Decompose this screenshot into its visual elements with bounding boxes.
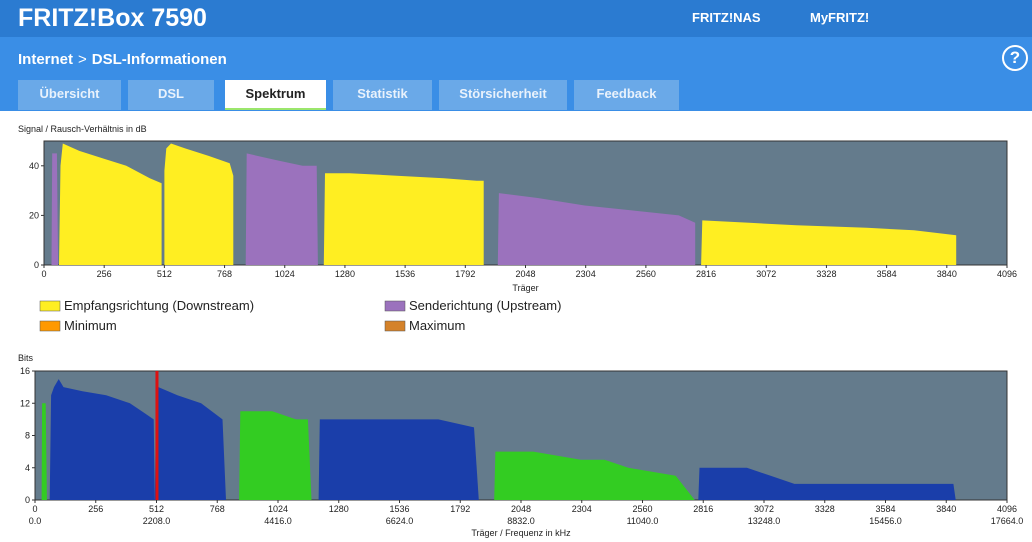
y-tick-label: 40 — [29, 161, 39, 171]
series-2-segment-2 — [239, 411, 312, 500]
x-tick-label: 1024 — [268, 504, 288, 514]
x-axis-label: Träger — [512, 283, 538, 293]
tab-stoersicherheit[interactable]: Störsicherheit — [439, 80, 567, 110]
x-axis-label: Träger / Frequenz in kHz — [471, 528, 571, 538]
tab-spektrum[interactable]: Spektrum — [225, 80, 326, 110]
x-khz-label: 17664.0 — [991, 516, 1024, 526]
x-tick-label: 768 — [210, 504, 225, 514]
chart-title: Bits — [18, 353, 34, 363]
series-1-segment-3 — [323, 173, 484, 265]
x-khz-label: 15456.0 — [869, 516, 902, 526]
x-tick-label: 1792 — [455, 269, 475, 279]
legend-label-4: Maximum — [409, 318, 465, 333]
x-khz-label: 11040.0 — [627, 516, 659, 526]
x-tick-label: 256 — [97, 269, 112, 279]
x-tick-label: 3072 — [756, 269, 776, 279]
x-tick-label: 1280 — [329, 504, 349, 514]
x-tick-label: 3840 — [936, 504, 956, 514]
y-tick-label: 16 — [20, 366, 30, 376]
x-tick-label: 1024 — [275, 269, 295, 279]
series-1-segment-2 — [154, 387, 226, 500]
legend-swatch-2 — [384, 300, 406, 312]
y-tick-label: 0 — [34, 260, 39, 270]
series-1-segment-4 — [701, 220, 957, 265]
x-tick-label: 2560 — [632, 504, 652, 514]
tab-statistik[interactable]: Statistik — [333, 80, 432, 110]
legend-label-2: Senderichtung (Upstream) — [409, 298, 561, 313]
x-khz-label: 0.0 — [29, 516, 42, 526]
x-tick-label: 3072 — [754, 504, 774, 514]
x-tick-label: 2816 — [693, 504, 713, 514]
x-khz-label: 8832.0 — [507, 516, 535, 526]
y-tick-label: 0 — [25, 495, 30, 505]
x-tick-label: 3328 — [815, 504, 835, 514]
tab-feedback[interactable]: Feedback — [574, 80, 679, 110]
y-tick-label: 12 — [20, 398, 30, 408]
x-tick-label: 1536 — [389, 504, 409, 514]
series-1-segment-3 — [318, 419, 479, 500]
y-tick-label: 8 — [25, 431, 30, 441]
myfritz-link[interactable]: MyFRITZ! — [810, 10, 870, 25]
tab-bar: Übersicht DSL Spektrum Statistik Störsic… — [18, 80, 679, 110]
tab-dsl[interactable]: DSL — [128, 80, 214, 110]
series-2-segment-2 — [245, 153, 318, 265]
x-tick-label: 512 — [157, 269, 172, 279]
x-khz-label: 13248.0 — [748, 516, 781, 526]
breadcrumb-separator: > — [78, 51, 87, 68]
x-tick-label: 0 — [41, 269, 46, 279]
app-title: FRITZ!Box 7590 — [18, 4, 207, 32]
x-tick-label: 3584 — [877, 269, 897, 279]
x-tick-label: 256 — [88, 504, 103, 514]
series-2-segment-3 — [494, 451, 695, 500]
x-tick-label: 3584 — [875, 504, 895, 514]
x-tick-label: 2560 — [636, 269, 656, 279]
tab-uebersicht[interactable]: Übersicht — [18, 80, 121, 110]
x-tick-label: 512 — [149, 504, 164, 514]
breadcrumb: Internet > DSL-Informationen — [18, 51, 227, 68]
sub-header: Internet > DSL-Informationen ? Übersicht… — [0, 37, 1032, 111]
x-tick-label: 4096 — [997, 269, 1017, 279]
x-khz-label: 6624.0 — [386, 516, 414, 526]
legend-label-3: Minimum — [64, 318, 117, 333]
series-1-segment-2 — [164, 143, 234, 265]
x-tick-label: 1536 — [395, 269, 415, 279]
x-tick-label: 2048 — [515, 269, 535, 279]
series-2-segment-1 — [51, 153, 59, 265]
x-khz-label: 4416.0 — [264, 516, 292, 526]
fritz-nas-link[interactable]: FRITZ!NAS — [692, 10, 761, 25]
x-tick-label: 3840 — [937, 269, 957, 279]
top-bar: FRITZ!Box 7590 FRITZ!NAS MyFRITZ! — [0, 0, 1032, 37]
series-2-segment-1 — [41, 403, 47, 500]
breadcrumb-current: DSL-Informationen — [91, 51, 227, 68]
chart-title: Signal / Rausch-Verhältnis in dB — [18, 124, 147, 134]
legend-swatch-3 — [39, 320, 61, 332]
legend-swatch-4 — [384, 320, 406, 332]
y-tick-label: 4 — [25, 463, 30, 473]
legend-swatch-1 — [39, 300, 61, 312]
x-khz-label: 2208.0 — [143, 516, 171, 526]
x-tick-label: 2816 — [696, 269, 716, 279]
x-tick-label: 768 — [217, 269, 232, 279]
series-2-segment-3 — [497, 193, 696, 265]
breadcrumb-internet[interactable]: Internet — [18, 51, 74, 68]
x-tick-label: 1792 — [450, 504, 470, 514]
bits-chart: Bits 0 4 8 12 16 0 256 512 768 1024 1280 1536 1792 204… — [18, 353, 1023, 538]
snr-chart: Signal / Rausch-Verhältnis in dB 0 20 40 0 25… — [18, 124, 1017, 333]
y-tick-label: 20 — [29, 210, 39, 220]
x-tick-label: 3328 — [816, 269, 836, 279]
legend-label-1: Empfangsrichtung (Downstream) — [64, 298, 254, 313]
x-tick-label: 2304 — [572, 504, 592, 514]
x-tick-label: 1280 — [335, 269, 355, 279]
series-1-segment-4 — [698, 467, 956, 500]
x-tick-label: 0 — [32, 504, 37, 514]
series-1-segment-1 — [59, 143, 162, 265]
x-tick-label: 2304 — [576, 269, 596, 279]
x-tick-label: 2048 — [511, 504, 531, 514]
help-icon[interactable]: ? — [1002, 45, 1028, 71]
x-tick-label: 4096 — [997, 504, 1017, 514]
series-1-segment-1 — [49, 379, 155, 500]
